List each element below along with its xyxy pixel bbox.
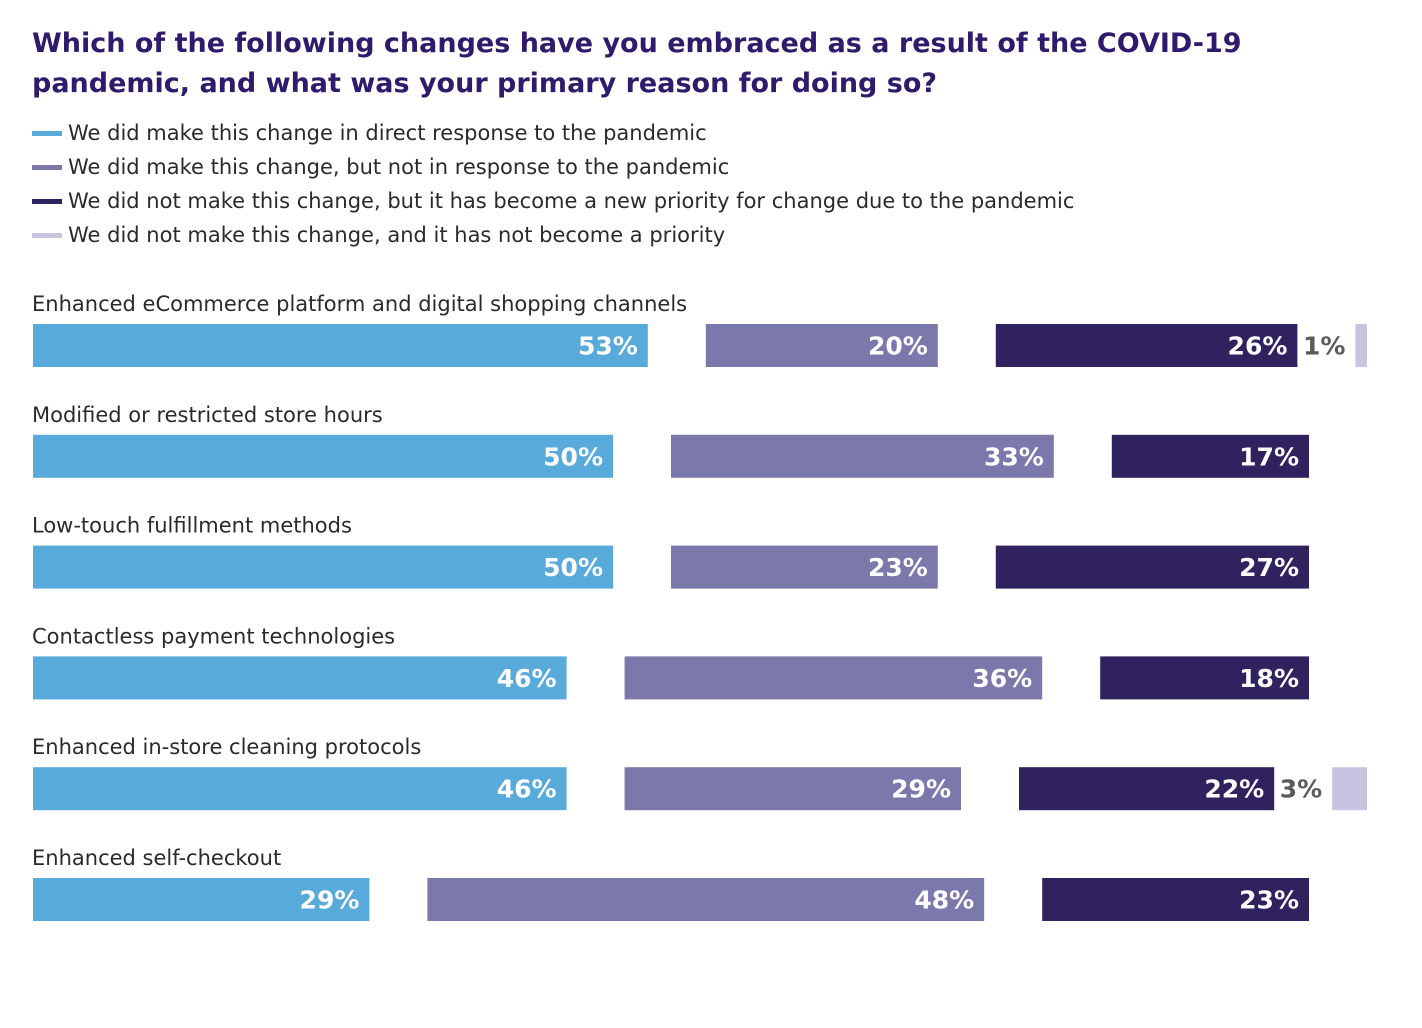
- legend-label-3: We did not make this change, but it has …: [68, 189, 1075, 213]
- legend-label-1: We did make this change in direct respon…: [68, 121, 707, 145]
- legend-item-3: We did not make this change, but it has …: [32, 184, 1074, 218]
- category-label: Contactless payment technologies: [32, 624, 395, 648]
- legend-swatch-1: [32, 130, 62, 136]
- legend-swatch-4: [32, 232, 62, 238]
- bar-segment: [1111, 434, 1309, 478]
- bar-segment: [671, 434, 1054, 478]
- data-label: 46%: [497, 775, 557, 804]
- data-label: 50%: [543, 442, 603, 471]
- data-label: 22%: [1204, 775, 1264, 804]
- data-label: 46%: [497, 664, 557, 693]
- chart-title: Which of the following changes have you …: [32, 28, 1242, 99]
- legend-swatch-2: [32, 164, 62, 170]
- data-label: 36%: [972, 664, 1032, 693]
- bar-segment: [1100, 656, 1309, 700]
- bar-segment: [995, 545, 1309, 589]
- category-label: Enhanced self-checkout: [32, 846, 281, 870]
- data-label: 48%: [914, 886, 974, 915]
- bar-segment: [624, 656, 1043, 700]
- data-label: 17%: [1239, 442, 1299, 471]
- bar-segment: [33, 324, 648, 367]
- bar-segment: [33, 434, 613, 478]
- data-label: 3%: [1280, 775, 1322, 804]
- data-label: 53%: [578, 332, 638, 361]
- category-label: Enhanced eCommerce platform and digital …: [32, 292, 687, 316]
- category-label: Enhanced in-store cleaning protocols: [32, 735, 421, 759]
- bar-segment: [624, 767, 961, 811]
- legend-item-4: We did not make this change, and it has …: [32, 218, 1074, 252]
- bar-segment: [1332, 767, 1367, 811]
- bar-segment: [33, 878, 370, 921]
- data-label: 50%: [543, 553, 603, 582]
- legend-label-2: We did make this change, but not in resp…: [68, 155, 730, 179]
- bar-segment: [1355, 324, 1367, 367]
- category-label: Modified or restricted store hours: [32, 403, 383, 427]
- data-label: 23%: [1239, 886, 1299, 915]
- bar-segment: [995, 324, 1298, 367]
- bar-segment: [671, 545, 938, 589]
- data-label: 29%: [300, 886, 360, 915]
- bar-segment: [705, 324, 938, 367]
- legend-item-2: We did make this change, but not in resp…: [32, 150, 1074, 184]
- data-label: 18%: [1239, 664, 1299, 693]
- bar-segment: [33, 545, 613, 589]
- legend-item-1: We did make this change in direct respon…: [32, 116, 1074, 150]
- data-label: 27%: [1239, 553, 1299, 582]
- data-label: 23%: [868, 553, 928, 582]
- data-label: 20%: [868, 332, 928, 361]
- category-label: Low-touch fulfillment methods: [32, 514, 352, 538]
- bar-segment: [1042, 878, 1309, 921]
- data-label: 29%: [891, 775, 951, 804]
- data-label: 33%: [984, 442, 1044, 471]
- legend-label-4: We did not make this change, and it has …: [68, 223, 726, 247]
- bar-segment: [33, 767, 567, 811]
- bar-segment: [427, 878, 985, 921]
- bar-segment: [1019, 767, 1275, 811]
- legend: We did make this change in direct respon…: [32, 116, 1074, 252]
- legend-swatch-3: [32, 198, 62, 204]
- data-label: 26%: [1228, 332, 1288, 361]
- bar-segment: [33, 656, 567, 700]
- data-label: 1%: [1303, 332, 1345, 361]
